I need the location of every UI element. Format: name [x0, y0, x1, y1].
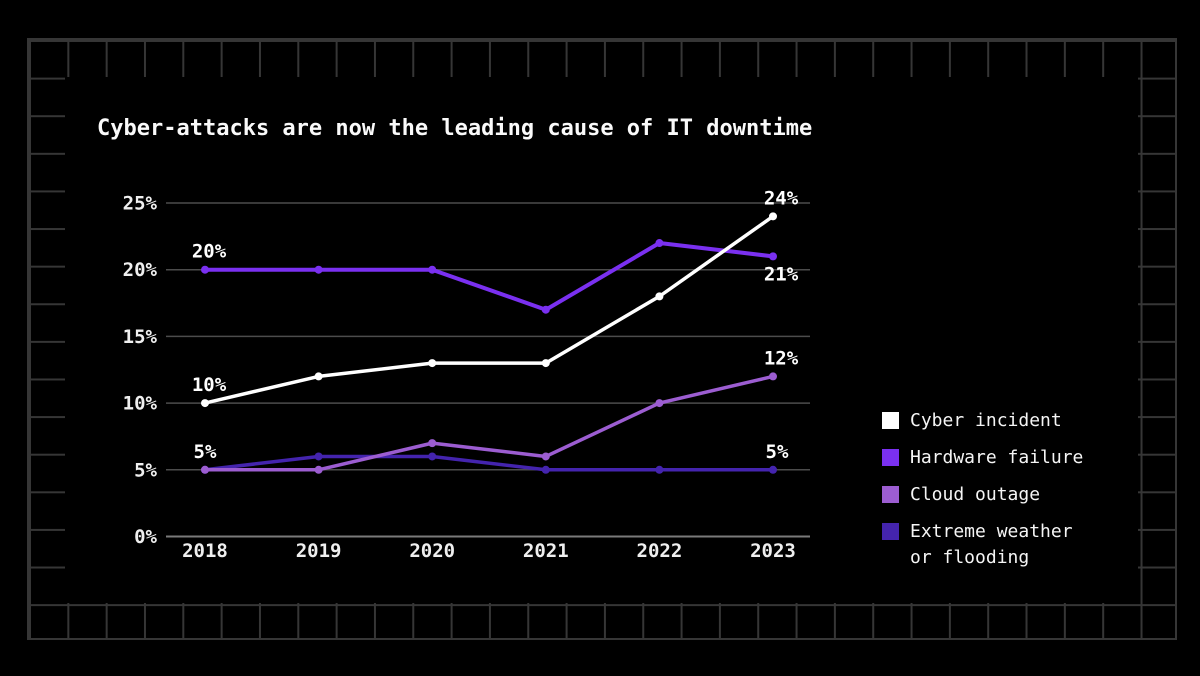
chart-title: Cyber-attacks are now the leading cause … [97, 116, 813, 141]
data-point-cloud-outage [541, 452, 550, 461]
series-line-extreme-weather-or-flooding [203, 454, 775, 472]
x-axis-tick-label: 2023 [750, 540, 796, 562]
data-point-hardware-failure [769, 252, 777, 261]
data-point-label: 24% [764, 187, 799, 209]
data-point-extreme-weather-or-flooding [428, 452, 437, 461]
legend-item-label: Cyber incident [910, 410, 1062, 431]
x-axis-tick-label: 2019 [296, 540, 342, 562]
data-point-label: 10% [192, 374, 227, 396]
data-point-cloud-outage [655, 399, 664, 408]
data-point-cyber-incident [769, 212, 777, 221]
data-point-label: 21% [764, 263, 799, 285]
legend-item-label: Extreme weather or flooding [910, 521, 1073, 568]
legend-swatch-icon [882, 412, 899, 429]
data-point-cyber-incident [541, 359, 550, 368]
data-point-cyber-incident [655, 292, 664, 301]
x-axis-tick-label: 2022 [637, 540, 683, 562]
data-point-label: 5% [194, 441, 217, 463]
y-axis-tick-label: 20% [123, 259, 158, 281]
data-point-hardware-failure [655, 239, 664, 248]
data-point-cloud-outage [769, 372, 777, 381]
chart-legend: Cyber incident Hardware failure Cloud outa… [882, 408, 1122, 571]
x-axis-tick-label: 2018 [182, 540, 228, 562]
x-axis-tick-label: 2020 [409, 540, 455, 562]
data-point-hardware-failure [201, 265, 209, 274]
legend-item: Hardware failure [882, 445, 1122, 471]
data-point-label: 5% [766, 441, 789, 463]
series-line-cloud-outage [203, 374, 775, 472]
data-point-extreme-weather-or-flooding [541, 465, 550, 474]
data-point-hardware-failure [428, 265, 437, 274]
legend-item: Extreme weather or flooding [882, 519, 1122, 571]
data-point-extreme-weather-or-flooding [314, 452, 323, 461]
data-point-cyber-incident [428, 359, 437, 368]
data-point-extreme-weather-or-flooding [655, 465, 664, 474]
chart-panel [65, 77, 1138, 603]
legend-item-label: Hardware failure [910, 447, 1084, 468]
legend-swatch-icon [882, 523, 899, 540]
data-point-hardware-failure [314, 265, 323, 274]
data-point-extreme-weather-or-flooding [769, 465, 777, 474]
legend-swatch-icon [882, 486, 899, 503]
legend-swatch-icon [882, 449, 899, 466]
data-point-cloud-outage [201, 465, 209, 474]
legend-item: Cloud outage [882, 482, 1122, 508]
y-axis-tick-label: 10% [123, 393, 158, 415]
data-point-label: 20% [192, 241, 227, 263]
data-point-label: 12% [764, 347, 799, 369]
legend-item: Cyber incident [882, 408, 1122, 434]
data-point-cloud-outage [428, 439, 437, 448]
y-axis-tick-label: 5% [134, 459, 157, 481]
series-line-hardware-failure [203, 241, 775, 312]
series-line-cyber-incident [203, 214, 775, 405]
y-axis-tick-label: 15% [123, 326, 158, 348]
data-point-cyber-incident [314, 372, 323, 381]
data-point-cyber-incident [201, 399, 209, 408]
data-point-cloud-outage [314, 465, 323, 474]
y-axis-tick-label: 0% [134, 526, 157, 548]
data-point-hardware-failure [541, 305, 550, 314]
legend-item-label: Cloud outage [910, 484, 1041, 505]
x-axis-tick-label: 2021 [523, 540, 569, 562]
y-axis-tick-label: 25% [123, 193, 158, 215]
